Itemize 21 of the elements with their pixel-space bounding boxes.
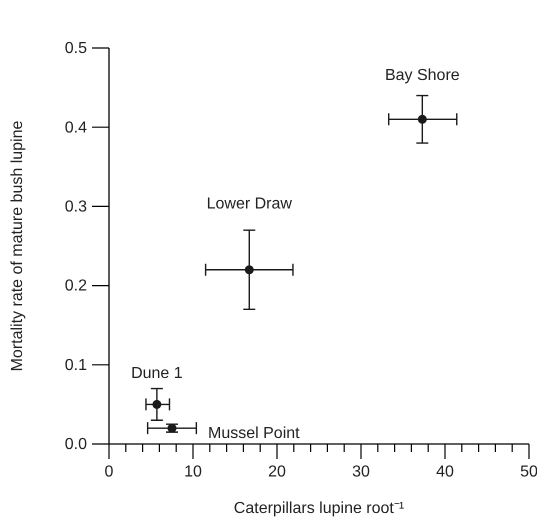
- x-tick-label: 30: [352, 463, 370, 480]
- annotation: Bay Shore: [384, 66, 460, 84]
- y-axis-title: Mortality rate of mature bush lupine: [9, 120, 26, 372]
- x-tick-label: 40: [436, 463, 454, 480]
- y-tick-label: 0.2: [64, 278, 88, 295]
- x-tick-label: 0: [104, 463, 114, 480]
- annotation: Mussel Point: [208, 424, 300, 442]
- y-tick-label: 0.3: [64, 198, 88, 216]
- y-tick-label: 0.4: [64, 119, 88, 136]
- point: [418, 114, 427, 124]
- annotation: Dune 1: [131, 365, 183, 382]
- y-tick-label: 0.5: [64, 40, 88, 58]
- x-tick-label: 50: [520, 463, 538, 480]
- point: [244, 265, 254, 274]
- x-tick-label: 10: [184, 463, 202, 480]
- y-tick-label: 0.1: [64, 356, 88, 374]
- annotation: Lower Draw: [206, 195, 292, 212]
- x-axis-title: Caterpillars lupine root⁻¹: [234, 500, 404, 517]
- x-tick-label: 20: [268, 463, 286, 480]
- y-tick-label: 0.0: [64, 436, 88, 454]
- point: [152, 400, 162, 409]
